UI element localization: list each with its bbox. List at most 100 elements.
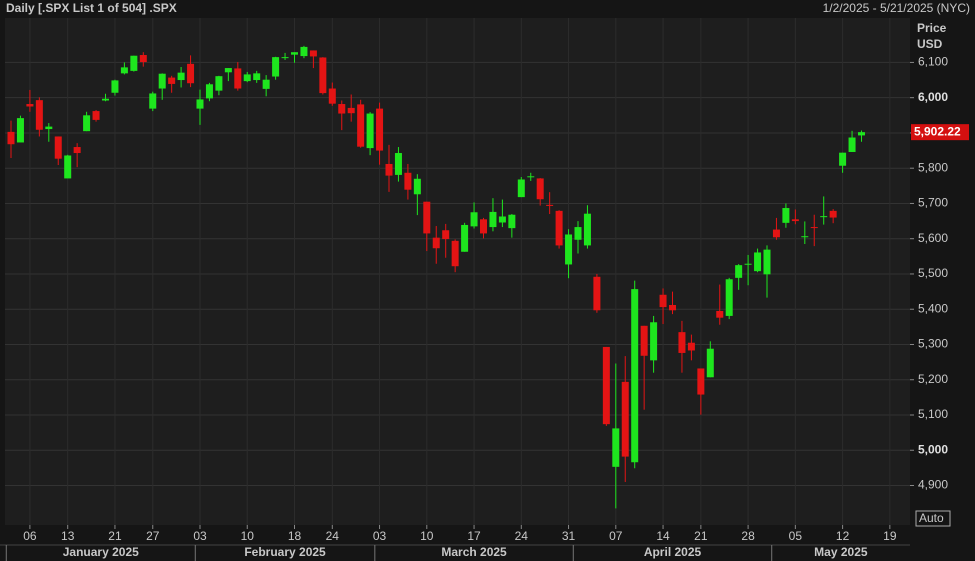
x-tick-label: 24 — [326, 529, 340, 543]
candle-body — [149, 93, 157, 109]
candle-body — [593, 276, 601, 311]
candle-body — [517, 179, 525, 198]
candle-body — [92, 111, 100, 120]
candle-body — [338, 104, 346, 114]
candle-body — [716, 310, 724, 318]
candle-body — [111, 80, 119, 93]
candle-body — [215, 76, 223, 91]
x-tick-label: 10 — [420, 529, 434, 543]
x-tick-label: 10 — [241, 529, 255, 543]
candle-body — [376, 108, 384, 151]
candle-body — [309, 50, 317, 57]
candle-body — [612, 428, 620, 467]
y-tick-label: 6,000 — [918, 90, 948, 104]
month-label: May 2025 — [814, 545, 868, 559]
candle-body — [177, 72, 185, 81]
candle-body — [394, 153, 402, 175]
candle-body — [565, 234, 573, 265]
month-label: April 2025 — [644, 545, 702, 559]
candle-body — [281, 57, 289, 59]
month-label: March 2025 — [441, 545, 507, 559]
candle-body — [725, 279, 733, 316]
x-tick-label: 24 — [515, 529, 529, 543]
candle-body — [35, 100, 43, 130]
candle-body — [385, 163, 393, 176]
candle-body — [782, 208, 790, 223]
candle-body — [650, 322, 658, 361]
last-price-label: 5,902.22 — [914, 124, 961, 138]
candle-body — [791, 219, 799, 222]
x-tick-label: 12 — [836, 529, 850, 543]
candle-body — [820, 216, 828, 218]
month-label: January 2025 — [63, 545, 139, 559]
candle-body — [187, 63, 195, 84]
candle-body — [848, 137, 856, 152]
candle-body — [659, 294, 667, 308]
candle-body — [139, 55, 147, 63]
auto-button[interactable] — [915, 510, 951, 527]
y-tick-label: 5,400 — [918, 301, 948, 315]
candle-body — [583, 213, 591, 246]
x-tick-label: 07 — [609, 529, 623, 543]
candle-body — [328, 88, 336, 104]
x-tick-label: 27 — [146, 529, 160, 543]
x-tick-label: 14 — [656, 529, 670, 543]
candle-body — [253, 73, 261, 81]
x-tick-label: 31 — [562, 529, 576, 543]
candle-body — [243, 74, 251, 82]
candle-body — [272, 57, 280, 77]
candle-body — [772, 229, 780, 238]
candle-body — [669, 304, 676, 311]
x-tick-label: 21 — [694, 529, 708, 543]
candle-body — [810, 227, 818, 229]
candle-body — [168, 77, 176, 84]
last-price-tag — [911, 124, 969, 141]
candle-body — [26, 104, 34, 107]
candle-body — [102, 98, 109, 101]
candle-body — [470, 212, 478, 227]
candle-body — [224, 68, 232, 73]
candle-body — [347, 107, 355, 114]
candle-body — [508, 214, 516, 229]
x-tick-label: 03 — [193, 529, 207, 543]
candle-body — [413, 178, 421, 195]
candle-body — [432, 237, 440, 249]
candle-body — [480, 219, 487, 234]
candle-body — [687, 342, 695, 351]
candle-body — [763, 249, 771, 275]
y-tick-label: 5,000 — [918, 442, 948, 456]
candle-body — [7, 131, 15, 145]
candle-body — [73, 147, 81, 154]
candle-body — [829, 210, 837, 218]
candle-body — [442, 230, 450, 240]
candle-body — [16, 118, 24, 143]
candle-body — [234, 68, 242, 89]
candle-body — [697, 368, 705, 395]
candle-body — [451, 240, 459, 267]
candle-body — [735, 265, 743, 278]
candle-body — [205, 84, 213, 99]
candle-body — [602, 346, 610, 425]
candle-body — [120, 67, 128, 74]
y-tick-label: 5,300 — [918, 337, 948, 351]
candle-body — [555, 210, 563, 246]
y-tick-label: 4,900 — [918, 478, 948, 492]
candle-body — [621, 381, 629, 457]
x-tick-label: 18 — [288, 529, 302, 543]
candle-body — [158, 73, 166, 89]
candle-body — [839, 152, 847, 166]
candle-body — [366, 113, 374, 149]
auto-button-label[interactable]: Auto — [919, 511, 944, 525]
y-tick-label: 5,200 — [918, 372, 948, 386]
candle-body — [801, 236, 809, 238]
chart-title: Daily [.SPX List 1 of 504] .SPX — [6, 1, 177, 15]
candle-body — [858, 132, 865, 136]
candle-body — [744, 263, 752, 265]
candle-body — [574, 227, 582, 240]
plot-area — [5, 18, 910, 525]
x-tick-label: 21 — [108, 529, 122, 543]
candle-body — [754, 252, 762, 272]
candle-body — [300, 46, 308, 57]
candle-body — [706, 348, 714, 378]
